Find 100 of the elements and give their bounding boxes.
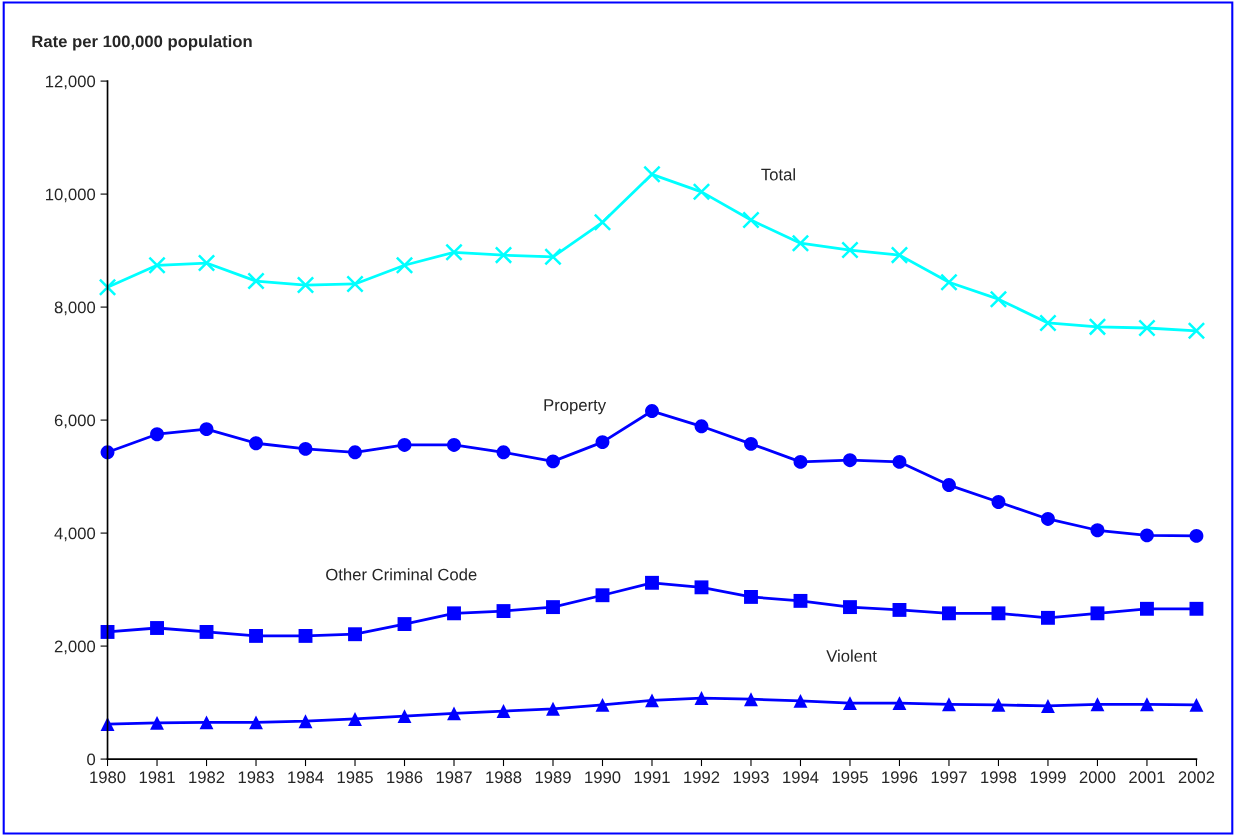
point xyxy=(890,246,909,264)
point xyxy=(940,273,958,292)
point xyxy=(843,696,857,711)
point xyxy=(1140,528,1154,543)
point xyxy=(892,602,907,617)
point xyxy=(546,454,560,469)
point xyxy=(892,454,907,469)
x-tick-label: 1995 xyxy=(832,771,868,784)
point xyxy=(744,589,758,604)
point xyxy=(447,706,461,721)
point xyxy=(595,588,610,603)
point xyxy=(1187,321,1206,340)
point xyxy=(496,445,511,460)
point xyxy=(249,628,263,643)
x-tick-label: 1991 xyxy=(634,771,670,784)
y-tick-label: 8,000 xyxy=(54,301,96,316)
point xyxy=(447,438,461,452)
point xyxy=(1088,317,1107,336)
point xyxy=(744,436,758,451)
point xyxy=(348,445,362,460)
point xyxy=(593,213,612,232)
point xyxy=(694,580,709,595)
point xyxy=(1189,697,1204,712)
point xyxy=(1039,314,1057,332)
point xyxy=(1090,523,1105,538)
x-tick-label: 1980 xyxy=(90,771,126,784)
point xyxy=(247,272,265,290)
point xyxy=(395,256,414,275)
point xyxy=(1140,697,1154,712)
point xyxy=(397,617,412,631)
x-tick-label: 1998 xyxy=(981,771,1017,784)
y-tick-label: 4,000 xyxy=(54,527,96,542)
point xyxy=(494,246,513,264)
series-label: Other Criminal Code xyxy=(326,568,477,581)
point xyxy=(1138,319,1156,337)
text: Violent xyxy=(826,649,877,662)
point xyxy=(989,290,1008,309)
point xyxy=(694,691,709,706)
x-tick-label: 1985 xyxy=(337,771,373,784)
point xyxy=(942,606,956,621)
series-label: Total xyxy=(761,168,795,181)
x-tick-label: 1982 xyxy=(189,771,225,784)
x-tick-label: 1988 xyxy=(486,771,522,784)
point xyxy=(496,704,511,719)
point xyxy=(942,478,956,493)
x-tick-label: 1997 xyxy=(931,771,967,784)
point xyxy=(1090,697,1105,712)
y-tick-label: 6,000 xyxy=(54,414,96,429)
point xyxy=(150,621,164,635)
x-tick-label: 2002 xyxy=(1178,771,1215,784)
point xyxy=(841,241,859,259)
point xyxy=(544,247,562,266)
point xyxy=(296,276,315,294)
point xyxy=(991,495,1006,509)
x-tick-label: 1984 xyxy=(288,771,324,784)
point xyxy=(694,419,709,434)
point xyxy=(892,696,907,711)
point xyxy=(348,627,362,642)
point xyxy=(150,715,164,730)
point xyxy=(843,600,857,615)
point xyxy=(298,714,313,729)
point xyxy=(645,575,659,590)
point xyxy=(1041,610,1055,625)
y-tick-label: 0 xyxy=(87,753,96,766)
point xyxy=(199,715,214,730)
point xyxy=(991,697,1006,712)
x-tick-label: 1994 xyxy=(783,771,819,784)
point xyxy=(742,211,760,229)
point xyxy=(496,604,511,618)
point xyxy=(692,182,711,201)
point xyxy=(199,422,214,437)
y-tick-label: 12,000 xyxy=(46,75,96,90)
point xyxy=(1090,606,1105,621)
point xyxy=(249,715,263,730)
point xyxy=(150,427,164,442)
point xyxy=(298,441,313,456)
point xyxy=(942,697,956,712)
point xyxy=(793,593,808,608)
point xyxy=(249,436,263,451)
point xyxy=(348,712,362,726)
point xyxy=(298,628,313,643)
point xyxy=(397,709,412,724)
point xyxy=(793,454,808,469)
point xyxy=(98,278,117,297)
point xyxy=(447,606,461,621)
x-tick-label: 1990 xyxy=(585,771,621,784)
x-tick-label: 1993 xyxy=(733,771,769,784)
y-axis-title: Rate per 100,000 population xyxy=(32,35,252,51)
point xyxy=(791,234,810,253)
point xyxy=(397,438,412,452)
x-tick-label: 1996 xyxy=(882,771,918,784)
point xyxy=(595,697,610,712)
point xyxy=(197,254,216,272)
x-tick-label: 1983 xyxy=(238,771,274,784)
point xyxy=(148,256,166,275)
point xyxy=(445,243,463,262)
point xyxy=(1140,601,1154,616)
point xyxy=(645,693,659,708)
point xyxy=(346,275,364,293)
point xyxy=(1041,512,1055,526)
